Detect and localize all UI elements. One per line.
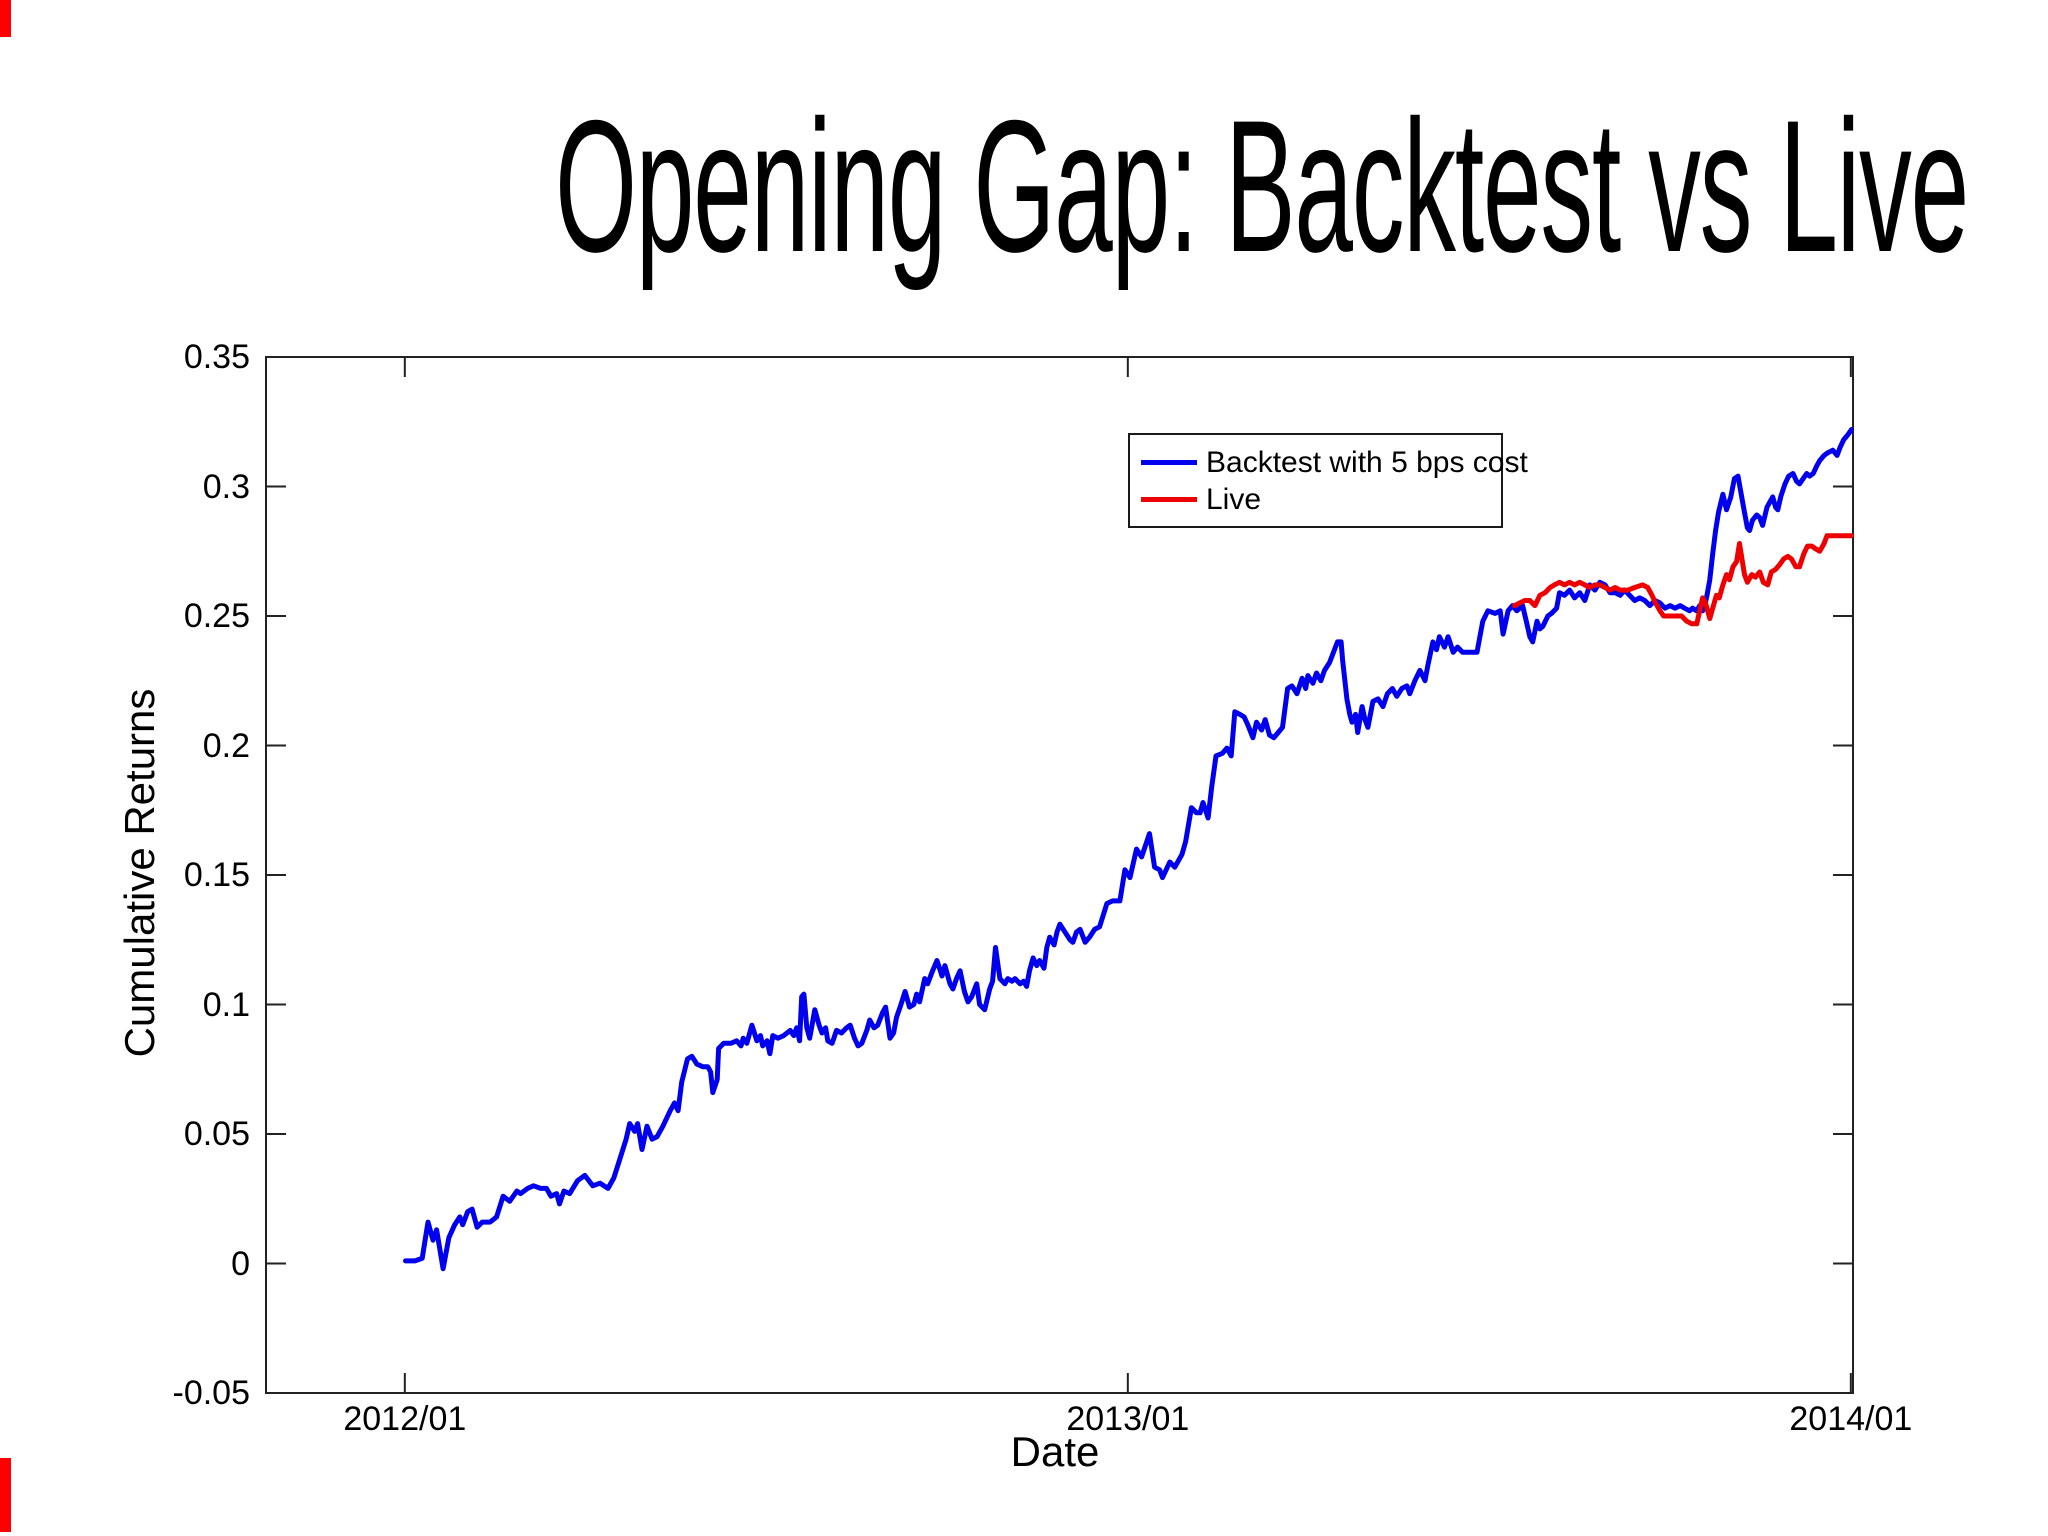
y-tick-label: 0.3 bbox=[202, 467, 250, 506]
video-edge-artifact-top bbox=[0, 0, 11, 37]
y-tick-label: 0 bbox=[231, 1244, 250, 1283]
y-tick-label: 0.25 bbox=[183, 597, 250, 635]
slide-title-text: Opening Gap: Backtest vs Live bbox=[555, 81, 1969, 291]
backtest-line-sample bbox=[1141, 460, 1197, 465]
live-line bbox=[1512, 533, 1855, 627]
legend: Backtest with 5 bps cost Live bbox=[1128, 433, 1528, 528]
live-line-sample bbox=[1141, 497, 1197, 502]
y-tick-label: 0.2 bbox=[202, 726, 250, 765]
legend-row-backtest: Backtest with 5 bps cost bbox=[1130, 445, 1528, 480]
video-edge-artifact-bottom bbox=[0, 1458, 11, 1532]
legend-row-live: Live bbox=[1130, 482, 1501, 517]
backtest-line bbox=[403, 427, 1855, 1272]
legend-label-live: Live bbox=[1206, 482, 1262, 516]
y-tick-label: 0.15 bbox=[183, 856, 250, 894]
x-tick-label: 2013/01 bbox=[1066, 1400, 1190, 1438]
x-tick-label: 2014/01 bbox=[1789, 1400, 1913, 1438]
axes-box bbox=[265, 356, 1854, 1394]
y-tick-label: 0.35 bbox=[183, 338, 250, 376]
y-tick-label: 0.05 bbox=[183, 1115, 250, 1153]
slide-title: Opening Gap: Backtest vs Live bbox=[0, 92, 2048, 280]
y-tick-label: -0.05 bbox=[172, 1374, 251, 1412]
y-tick-label: 0.1 bbox=[202, 985, 250, 1024]
legend-label-backtest: Backtest with 5 bps cost bbox=[1206, 445, 1528, 479]
x-tick-label: 2012/01 bbox=[343, 1400, 467, 1438]
x-axis-title: Date bbox=[1010, 1428, 1100, 1475]
